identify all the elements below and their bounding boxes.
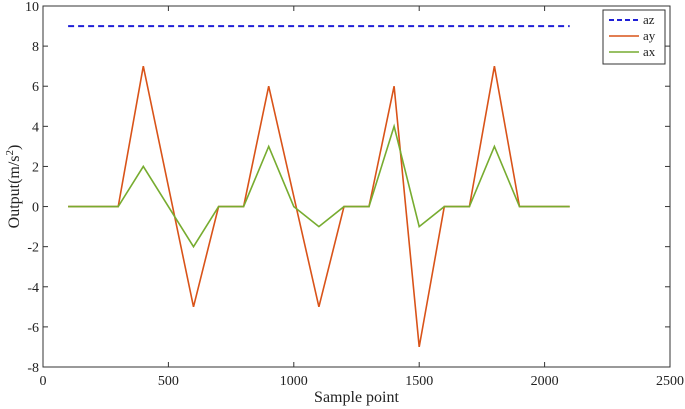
y-tick-label: -8 bbox=[27, 361, 39, 376]
y-axis-label-suffix: ) bbox=[6, 145, 23, 150]
x-tick-label: 2000 bbox=[531, 374, 559, 389]
plot-frame bbox=[42, 5, 671, 368]
y-tick-label: 4 bbox=[32, 120, 39, 135]
x-tick-label: 1500 bbox=[405, 374, 433, 389]
legend-box bbox=[602, 9, 666, 65]
x-axis-label: Sample point bbox=[314, 389, 399, 406]
y-tick-label: -4 bbox=[27, 281, 39, 296]
y-tick-label: -6 bbox=[27, 321, 39, 336]
series-line-ax bbox=[68, 123, 570, 249]
x-tick-label: 500 bbox=[158, 374, 179, 389]
y-tick-label: 0 bbox=[32, 201, 39, 216]
y-axis-label-sup: 2 bbox=[4, 150, 16, 156]
y-axis-label-prefix: Output(m/s bbox=[6, 155, 23, 228]
y-axis-label: Output(m/s2) bbox=[4, 145, 23, 229]
x-tick-label: 1000 bbox=[280, 374, 308, 389]
series-layer bbox=[68, 25, 570, 348]
y-tick-label: 2 bbox=[32, 160, 39, 175]
legend-label-ay: ay bbox=[643, 28, 656, 43]
plot-background bbox=[43, 6, 670, 367]
y-tick-label: 8 bbox=[32, 40, 39, 55]
x-tick-label: 0 bbox=[40, 374, 47, 389]
y-tick-label: 10 bbox=[25, 0, 39, 15]
tick-layer: 0 500 1000 1500 2000 2500 -8 -6 -4 -2 0 2 4 6 8 10 bbox=[25, 0, 684, 389]
y-tick-label: 6 bbox=[32, 80, 39, 95]
y-tick-label: -2 bbox=[27, 241, 39, 256]
legend-label-az: az bbox=[643, 12, 655, 27]
legend-label-ax: ax bbox=[643, 44, 656, 59]
x-tick-label: 2500 bbox=[656, 374, 684, 389]
